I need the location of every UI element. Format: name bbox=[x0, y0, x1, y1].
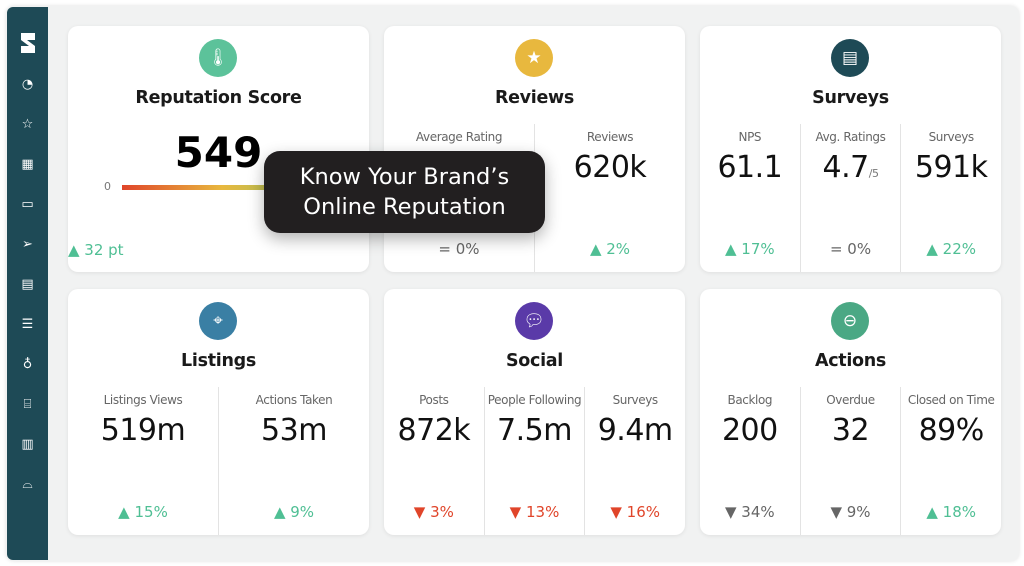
metric-change: ▲ 18% bbox=[926, 503, 976, 521]
checklist-icon[interactable]: ☰ bbox=[21, 317, 34, 332]
metric-label: Closed on Time bbox=[907, 393, 995, 407]
metric-backlog: Backlog 200 ▼ 34% bbox=[700, 387, 800, 535]
metric-change: ▼ 34% bbox=[725, 503, 775, 521]
metric-average-rating: Average Rating = 0% bbox=[384, 124, 534, 272]
metric-nps: NPS 61.1 ▲ 17% bbox=[700, 124, 800, 272]
metric-value: 32 bbox=[831, 413, 870, 448]
listings-card[interactable]: ⌖ Listings Listings Views 519m ▲ 15% Actio… bbox=[68, 289, 369, 535]
clipboard-icon: ▤ bbox=[831, 39, 869, 77]
metric-label: Overdue bbox=[826, 393, 875, 407]
metric-overdue: Overdue 32 ▼ 9% bbox=[799, 387, 901, 535]
thermometer-icon[interactable]: ⌸ bbox=[23, 397, 32, 412]
card-title: Listings bbox=[181, 351, 256, 371]
metric-change: ▲ 22% bbox=[926, 240, 976, 258]
metric-label: Actions Taken bbox=[255, 393, 333, 407]
metric-posts: Posts 872k ▼ 3% bbox=[384, 387, 484, 535]
star-icon[interactable]: ☆ bbox=[21, 117, 34, 132]
metric-value: 9.4m bbox=[597, 413, 673, 448]
metric-label: People Following bbox=[487, 393, 582, 407]
card-title: Actions bbox=[814, 351, 887, 371]
surveys-card[interactable]: ▤ Surveys NPS 61.1 ▲ 17% Avg. Ratings 4.7/5… bbox=[700, 26, 1001, 272]
chat-bubbles-icon: 💬︎ bbox=[515, 302, 553, 340]
metric-actions-taken: Actions Taken 53m ▲ 9% bbox=[218, 387, 369, 535]
inbox-icon[interactable]: ⌓ bbox=[22, 477, 33, 492]
sidebar: ◔ ☆ ▦ ▭ ➢ ▤ ☰ ♁ ⌸ ▥ ⌓ bbox=[7, 7, 48, 560]
card-title: Surveys bbox=[812, 88, 889, 108]
gauge-min-label: 0 bbox=[104, 180, 111, 193]
lightbulb-icon[interactable]: ♁ bbox=[22, 357, 33, 372]
metric-label: Surveys bbox=[928, 130, 975, 144]
actions-card[interactable]: ⊖ Actions Backlog 200 ▼ 34% Overdue 32 ▼ 9% … bbox=[700, 289, 1001, 535]
metric-label: Backlog bbox=[727, 393, 773, 407]
metric-label: Posts bbox=[419, 393, 449, 407]
metric-avg-ratings: Avg. Ratings 4.7/5 = 0% bbox=[799, 124, 901, 272]
metric-label: Average Rating bbox=[415, 130, 503, 144]
promo-tooltip: Know Your Brand’s Online Reputation bbox=[264, 151, 545, 233]
metric-label: Reviews bbox=[586, 130, 634, 144]
reputation-score-card[interactable]: 🌡︎ Reputation Score 549 0 ▲ 32 pt bbox=[68, 26, 369, 272]
location-pin-icon: ⌖ bbox=[199, 302, 237, 340]
metric-change: ▲ 17% bbox=[725, 240, 775, 258]
bar-chart-icon[interactable]: ▥ bbox=[21, 437, 34, 452]
metric-reviews: Reviews 620k ▲ 2% bbox=[534, 124, 685, 272]
metric-change: ▼ 9% bbox=[830, 503, 871, 521]
card-title: Social bbox=[505, 351, 563, 371]
metric-value: 4.7 bbox=[822, 150, 870, 185]
metric-listings-views: Listings Views 519m ▲ 15% bbox=[68, 387, 218, 535]
metric-change: ▲ 2% bbox=[589, 240, 631, 258]
metric-change: ▼ 16% bbox=[610, 503, 660, 521]
reviews-card[interactable]: ★ Reviews Average Rating = 0% Reviews 620k… bbox=[384, 26, 685, 272]
metric-value: 89% bbox=[918, 413, 985, 448]
clipboard-icon[interactable]: ▤ bbox=[21, 277, 34, 292]
metric-change: ▲ 9% bbox=[273, 503, 315, 521]
metric-change: = 0% bbox=[829, 240, 872, 258]
building-icon[interactable]: ▦ bbox=[21, 157, 34, 172]
metric-surveys: Surveys 591k ▲ 22% bbox=[900, 124, 1001, 272]
score-gauge bbox=[122, 185, 322, 190]
dashboard-icon[interactable]: ◔ bbox=[21, 77, 34, 92]
metric-people-following: People Following 7.5m ▼ 13% bbox=[483, 387, 585, 535]
tooltip-line-2: Online Reputation bbox=[303, 194, 506, 220]
metric-value: 53m bbox=[261, 413, 327, 448]
metric-value: 519m bbox=[100, 413, 186, 448]
metric-label: Surveys bbox=[612, 393, 659, 407]
metric-change: ▼ 13% bbox=[509, 503, 560, 521]
social-card[interactable]: 💬︎ Social Posts 872k ▼ 3% People Following… bbox=[384, 289, 685, 535]
metric-value: 591k bbox=[914, 150, 988, 185]
metric-value: 61.1 bbox=[717, 150, 783, 185]
metric-change: ▼ 3% bbox=[413, 503, 454, 521]
chat-icon[interactable]: ▭ bbox=[21, 197, 34, 212]
change: ▲ 32 pt bbox=[68, 241, 124, 259]
metric-value: 872k bbox=[397, 413, 471, 448]
metric-value: 7.5m bbox=[497, 413, 572, 448]
metric-value: 200 bbox=[721, 413, 778, 448]
metric-label: NPS bbox=[738, 130, 762, 144]
star-icon: ★ bbox=[515, 39, 553, 77]
metric-closed-on-time: Closed on Time 89% ▲ 18% bbox=[900, 387, 1001, 535]
tooltip-line-1: Know Your Brand’s bbox=[299, 164, 510, 190]
card-title: Reputation Score bbox=[135, 88, 302, 108]
reputation-score: 549 bbox=[174, 128, 263, 177]
card-title: Reviews bbox=[494, 88, 575, 108]
metric-change: = 0% bbox=[438, 240, 480, 258]
metric-label: Avg. Ratings bbox=[815, 130, 886, 144]
actions-icon: ⊖ bbox=[831, 302, 869, 340]
logo-icon[interactable] bbox=[7, 32, 48, 59]
metric-label: Listings Views bbox=[103, 393, 183, 407]
metric-social-surveys: Surveys 9.4m ▼ 16% bbox=[584, 387, 685, 535]
metric-change: ▲ 15% bbox=[118, 503, 168, 521]
metric-suffix: /5 bbox=[868, 167, 879, 180]
thermometer-icon: 🌡︎ bbox=[199, 39, 237, 77]
metric-value: 620k bbox=[573, 150, 647, 185]
send-icon[interactable]: ➢ bbox=[22, 237, 33, 252]
